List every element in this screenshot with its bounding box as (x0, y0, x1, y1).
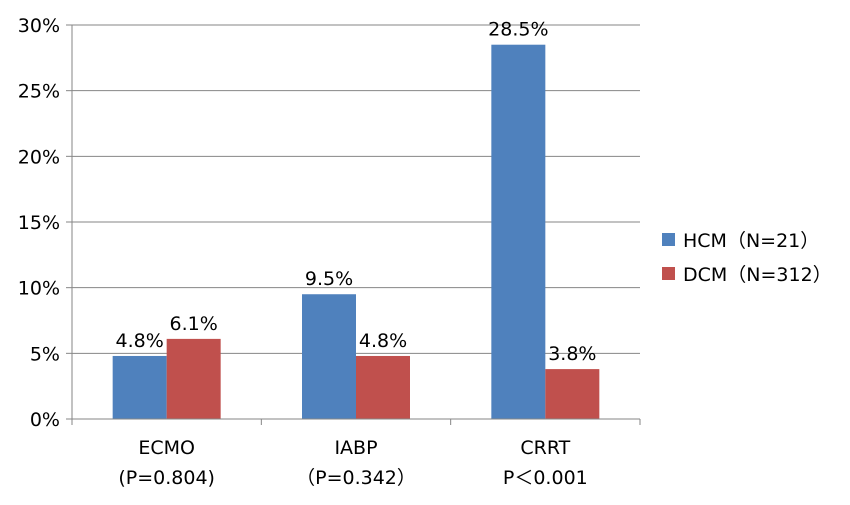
data-label: 3.8% (548, 343, 596, 365)
data-label: 6.1% (170, 313, 218, 335)
x-category-sublabel: （P=0.342） (296, 467, 416, 489)
legend-label-hcm: HCM（N=21） (683, 229, 820, 252)
legend-swatch-dcm (662, 266, 675, 280)
axes (66, 24, 641, 425)
legend-label-dcm: DCM（N=312） (683, 263, 832, 286)
bar-hcm (112, 355, 167, 419)
y-tick-label: 0% (30, 409, 60, 431)
bar-dcm (545, 369, 600, 419)
bar-hcm (302, 294, 356, 419)
bar-dcm (166, 338, 221, 419)
x-category-sublabel: (P=0.804) (118, 467, 215, 489)
x-category-label: IABP (334, 437, 377, 459)
y-axis-tick-labels: 0% 5% 10% 15% 20% 25% 30% (18, 15, 60, 431)
legend-item-dcm: DCM（N=312） (662, 256, 832, 290)
bar-hcm (491, 44, 546, 419)
legend-swatch-hcm (662, 232, 675, 246)
x-axis-category-labels: ECMO (P=0.804) IABP （P=0.342） CRRT P＜0.001 (118, 437, 587, 489)
legend-item-hcm: HCM（N=21） (662, 222, 832, 256)
bar-dcm (356, 355, 410, 419)
y-tick-label: 30% (18, 15, 60, 37)
x-category-label: ECMO (138, 437, 195, 459)
data-label: 28.5% (488, 19, 548, 41)
bars (112, 44, 600, 419)
y-tick-label: 20% (18, 146, 60, 168)
y-tick-label: 15% (18, 212, 60, 234)
x-category-sublabel: P＜0.001 (503, 467, 588, 489)
data-labels: 4.8% 6.1% 9.5% 4.8% 28.5% 3.8% (116, 19, 597, 365)
y-tick-label: 10% (18, 278, 60, 300)
data-label: 4.8% (116, 330, 164, 352)
data-label: 4.8% (359, 330, 407, 352)
x-category-label: CRRT (520, 437, 570, 459)
y-tick-label: 5% (30, 343, 60, 365)
legend: HCM（N=21） DCM（N=312） (662, 222, 832, 290)
y-tick-label: 25% (18, 81, 60, 103)
data-label: 9.5% (305, 268, 353, 290)
